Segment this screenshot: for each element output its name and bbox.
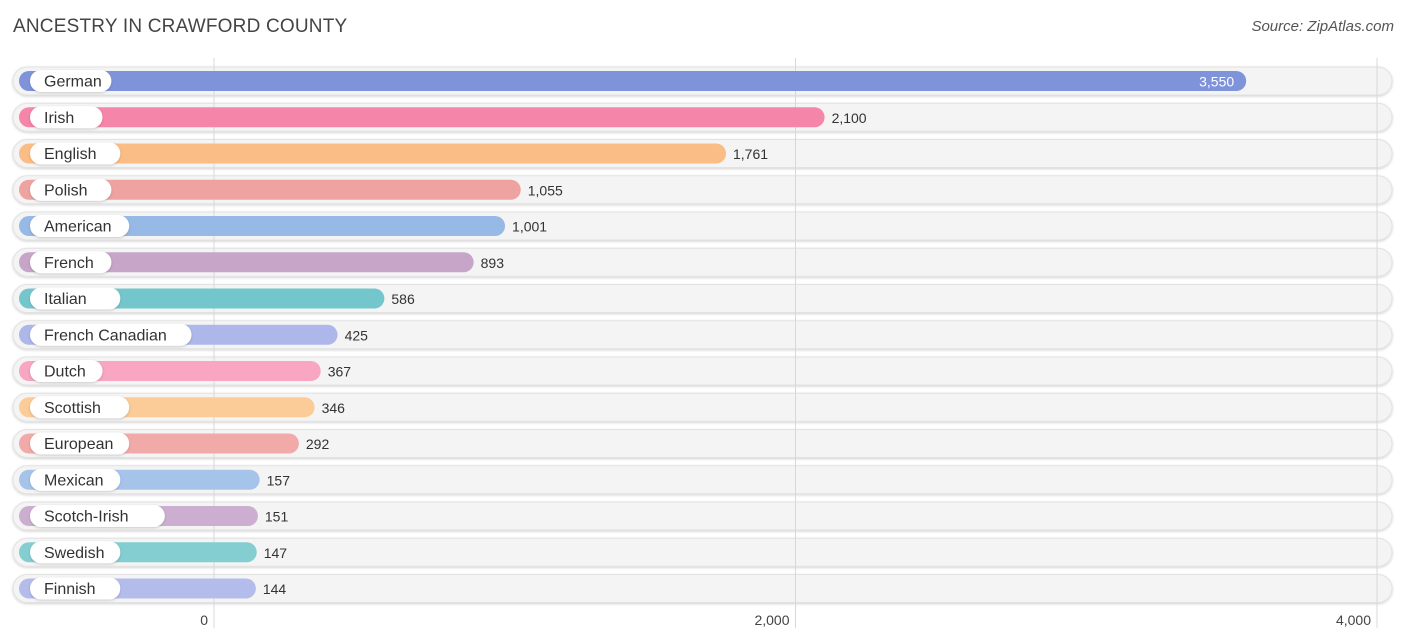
category-label-pill — [30, 215, 130, 237]
category-label-pill — [30, 178, 112, 201]
value-label: 292 — [306, 436, 330, 452]
value-label: 147 — [264, 545, 288, 561]
category-label-pill — [30, 468, 121, 491]
category-label-pill — [30, 287, 121, 310]
value-label: 144 — [263, 581, 287, 597]
category-label: French Canadian — [44, 327, 167, 344]
row-background — [12, 392, 1393, 422]
category-label-pill — [30, 106, 103, 129]
category-label: German — [44, 74, 102, 91]
bar — [19, 143, 727, 164]
category-label: European — [44, 436, 113, 453]
bar — [19, 107, 825, 128]
x-tick-label: 0 — [200, 612, 208, 628]
category-label: Italian — [44, 291, 87, 308]
bar — [19, 252, 474, 273]
value-label: 157 — [267, 472, 291, 488]
category-label: French — [44, 255, 94, 272]
row-background — [12, 537, 1393, 567]
category-label: Dutch — [44, 364, 86, 381]
category-label: Finnish — [44, 581, 96, 598]
bar — [19, 71, 1247, 91]
value-label: 367 — [328, 364, 352, 380]
row-background — [12, 501, 1393, 531]
category-label-pill — [30, 541, 121, 564]
source-label: Source: ZipAtlas.com — [1251, 18, 1394, 35]
category-label-pill — [30, 360, 103, 382]
category-label: Polish — [44, 182, 88, 199]
x-tick-label: 2,000 — [754, 612, 789, 628]
value-label: 893 — [481, 255, 505, 271]
category-label-pill — [30, 577, 121, 600]
row-background — [12, 574, 1393, 603]
value-label: 586 — [391, 291, 415, 307]
value-label: 1,001 — [512, 219, 547, 235]
category-label-pill — [30, 432, 130, 455]
category-label: English — [44, 146, 96, 163]
category-label: American — [44, 219, 112, 236]
chart-title: ANCESTRY IN CRAWFORD COUNTY — [13, 16, 348, 37]
category-label-pill — [30, 251, 112, 274]
row-background — [12, 465, 1393, 495]
category-label: Mexican — [44, 472, 104, 489]
category-label-pill — [30, 505, 165, 527]
value-label: 1,761 — [733, 146, 768, 162]
category-label: Irish — [44, 110, 74, 127]
row-background — [12, 429, 1393, 458]
category-label: Scottish — [44, 400, 101, 417]
bar — [19, 216, 506, 236]
row-background — [12, 320, 1393, 350]
category-label-pill — [30, 396, 130, 419]
category-label-pill — [30, 70, 112, 92]
value-label: 425 — [345, 327, 369, 343]
value-label: 151 — [265, 509, 289, 525]
x-tick-label: 4,000 — [1336, 612, 1371, 628]
category-label: Scotch-Irish — [44, 509, 128, 526]
bar — [19, 179, 521, 200]
value-label: 2,100 — [832, 110, 867, 126]
value-label: 3,550 — [1199, 74, 1234, 90]
value-label: 346 — [322, 400, 346, 416]
value-label: 1,055 — [528, 182, 563, 198]
category-label-pill — [30, 323, 192, 346]
category-label-pill — [30, 142, 121, 165]
category-label: Swedish — [44, 545, 104, 562]
row-background — [12, 356, 1393, 386]
